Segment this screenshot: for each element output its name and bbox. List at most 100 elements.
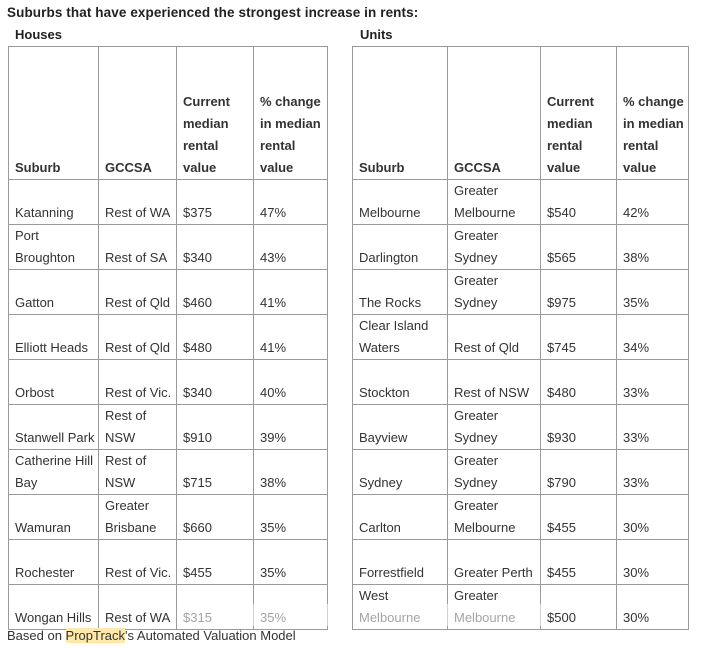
table-row: Melbourne Greater Melbourne $540 42% bbox=[352, 179, 689, 225]
column-header-current-median: Current median rental value bbox=[540, 46, 617, 180]
source-footnote: Based on PropTrack's Automated Valuation… bbox=[7, 628, 296, 643]
suburb-cell: The Rocks bbox=[352, 269, 448, 315]
footnote-prefix: Based on bbox=[7, 628, 66, 643]
percent-change-cell: 30% bbox=[616, 539, 689, 585]
median-rent-cell: $930 bbox=[540, 404, 617, 450]
table-row: Catherine Hill Bay Rest of NSW $715 38% bbox=[8, 449, 328, 495]
table-row: Wamuran Greater Brisbane $660 35% bbox=[8, 494, 328, 540]
table-row: Gatton Rest of Qld $460 41% bbox=[8, 269, 328, 315]
median-rent-cell: $455 bbox=[540, 494, 617, 540]
table-row: Sydney Greater Sydney $790 33% bbox=[352, 449, 689, 495]
gccsa-cell: Rest of Qld bbox=[98, 269, 177, 315]
percent-change-cell: 42% bbox=[616, 179, 689, 225]
gccsa-cell: Rest of NSW bbox=[447, 359, 541, 405]
column-header-percent-change: % change in median rental value bbox=[616, 46, 689, 180]
percent-change-cell: 41% bbox=[253, 314, 328, 360]
gccsa-cell: Rest of Qld bbox=[447, 314, 541, 360]
table-row: Darlington Greater Sydney $565 38% bbox=[352, 224, 689, 270]
percent-change-cell: 35% bbox=[253, 494, 328, 540]
table-row: Forrestfield Greater Perth $455 30% bbox=[352, 539, 689, 585]
median-rent-cell: $790 bbox=[540, 449, 617, 495]
median-rent-cell: $455 bbox=[540, 539, 617, 585]
percent-change-cell: 35% bbox=[616, 269, 689, 315]
suburb-cell: Carlton bbox=[352, 494, 448, 540]
gccsa-cell: Rest of NSW bbox=[98, 404, 177, 450]
suburb-cell: Wamuran bbox=[8, 494, 99, 540]
suburb-cell: Forrestfield bbox=[352, 539, 448, 585]
suburb-cell: Stanwell Park bbox=[8, 404, 99, 450]
percent-change-cell: 34% bbox=[616, 314, 689, 360]
gccsa-cell: Greater Sydney bbox=[447, 404, 541, 450]
median-rent-cell: $455 bbox=[176, 539, 254, 585]
table-row: Bayview Greater Sydney $930 33% bbox=[352, 404, 689, 450]
suburb-cell: Stockton bbox=[352, 359, 448, 405]
suburb-cell: Elliott Heads bbox=[8, 314, 99, 360]
median-rent-cell: $540 bbox=[540, 179, 617, 225]
units-section-label: Units bbox=[360, 27, 393, 42]
suburb-cell: Orbost bbox=[8, 359, 99, 405]
table-row: Stockton Rest of NSW $480 33% bbox=[352, 359, 689, 405]
gccsa-cell: Rest of Vic. bbox=[98, 539, 177, 585]
table-row: Katanning Rest of WA $375 47% bbox=[8, 179, 328, 225]
gccsa-cell: Rest of NSW bbox=[98, 449, 177, 495]
gccsa-cell: Greater Melbourne bbox=[447, 179, 541, 225]
proptrack-link[interactable]: PropTrack bbox=[65, 628, 126, 643]
percent-change-cell: 30% bbox=[616, 494, 689, 540]
median-rent-cell: $745 bbox=[540, 314, 617, 360]
median-rent-cell: $715 bbox=[176, 449, 254, 495]
percent-change-cell: 33% bbox=[616, 359, 689, 405]
table-row: Port Broughton Rest of SA $340 43% bbox=[8, 224, 328, 270]
table-row: Clear Island Waters Rest of Qld $745 34% bbox=[352, 314, 689, 360]
suburb-cell: Gatton bbox=[8, 269, 99, 315]
table-row: Orbost Rest of Vic. $340 40% bbox=[8, 359, 328, 405]
suburb-cell: Rochester bbox=[8, 539, 99, 585]
suburb-cell: Catherine Hill Bay bbox=[8, 449, 99, 495]
column-header-gccsa: GCCSA bbox=[98, 46, 177, 180]
gccsa-cell: Greater Brisbane bbox=[98, 494, 177, 540]
percent-change-cell: 38% bbox=[616, 224, 689, 270]
percent-change-cell: 40% bbox=[253, 359, 328, 405]
houses-section-label: Houses bbox=[15, 27, 62, 42]
suburb-cell: Melbourne bbox=[352, 179, 448, 225]
table-row: Carlton Greater Melbourne $455 30% bbox=[352, 494, 689, 540]
percent-change-cell: 33% bbox=[616, 449, 689, 495]
median-rent-cell: $480 bbox=[176, 314, 254, 360]
gccsa-cell: Rest of SA bbox=[98, 224, 177, 270]
suburb-cell: Clear Island Waters bbox=[352, 314, 448, 360]
gccsa-cell: Rest of Vic. bbox=[98, 359, 177, 405]
median-rent-cell: $340 bbox=[176, 224, 254, 270]
suburb-cell: Darlington bbox=[352, 224, 448, 270]
scan-artifact bbox=[356, 604, 546, 626]
percent-change-cell: 33% bbox=[616, 404, 689, 450]
gccsa-cell: Greater Sydney bbox=[447, 449, 541, 495]
median-rent-cell: $500 bbox=[540, 584, 617, 630]
median-rent-cell: $565 bbox=[540, 224, 617, 270]
column-header-suburb: Suburb bbox=[8, 46, 99, 180]
median-rent-cell: $480 bbox=[540, 359, 617, 405]
suburb-cell: Sydney bbox=[352, 449, 448, 495]
table-row: Stanwell Park Rest of NSW $910 39% bbox=[8, 404, 328, 450]
gccsa-cell: Greater Sydney bbox=[447, 224, 541, 270]
gccsa-cell: Rest of WA bbox=[98, 179, 177, 225]
median-rent-cell: $910 bbox=[176, 404, 254, 450]
table-row: The Rocks Greater Sydney $975 35% bbox=[352, 269, 689, 315]
column-header-suburb: Suburb bbox=[352, 46, 448, 180]
table-row: Elliott Heads Rest of Qld $480 41% bbox=[8, 314, 328, 360]
table-header-row: Suburb GCCSA Current median rental value… bbox=[8, 46, 328, 180]
suburb-cell: Bayview bbox=[352, 404, 448, 450]
column-header-gccsa: GCCSA bbox=[447, 46, 541, 180]
percent-change-cell: 35% bbox=[253, 539, 328, 585]
table-header-row: Suburb GCCSA Current median rental value… bbox=[352, 46, 689, 180]
column-header-current-median: Current median rental value bbox=[176, 46, 254, 180]
percent-change-cell: 41% bbox=[253, 269, 328, 315]
median-rent-cell: $340 bbox=[176, 359, 254, 405]
percent-change-cell: 30% bbox=[616, 584, 689, 630]
median-rent-cell: $660 bbox=[176, 494, 254, 540]
suburb-cell: Katanning bbox=[8, 179, 99, 225]
gccsa-cell: Rest of Qld bbox=[98, 314, 177, 360]
median-rent-cell: $975 bbox=[540, 269, 617, 315]
page-title: Suburbs that have experienced the strong… bbox=[7, 5, 419, 20]
gccsa-cell: Greater Melbourne bbox=[447, 494, 541, 540]
scan-artifact bbox=[180, 604, 330, 626]
houses-table: Suburb GCCSA Current median rental value… bbox=[8, 46, 328, 630]
